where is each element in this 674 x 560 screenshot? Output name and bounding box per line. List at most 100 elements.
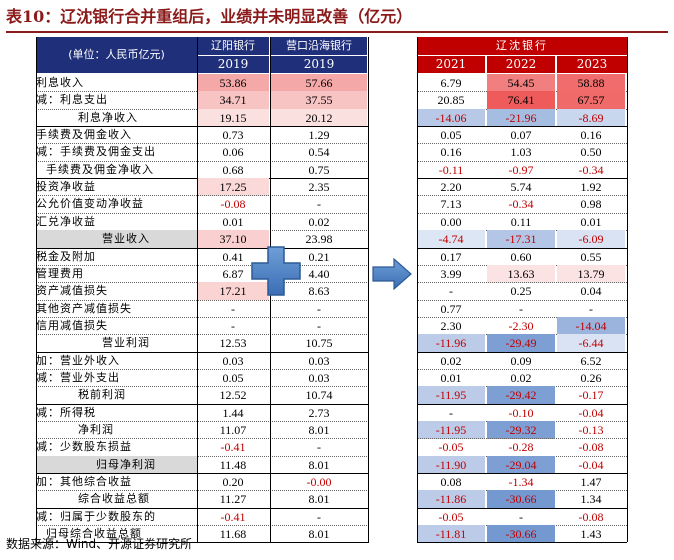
- table-bottom-border: [417, 542, 627, 544]
- value-cell: 1.34: [580, 492, 602, 507]
- value-cell: 12.53: [219, 336, 247, 351]
- value-cell: 0.03: [308, 353, 330, 368]
- row-shade: [36, 230, 197, 249]
- value-cell: -0.10: [508, 405, 534, 420]
- value-cell: 0.08: [440, 475, 462, 490]
- value-cell: 0.05: [222, 370, 244, 385]
- value-cell: -29.04: [487, 455, 555, 474]
- row-label: 资产减值损失: [36, 284, 108, 298]
- row-shade: [36, 455, 197, 474]
- value-cell: -11.90: [417, 455, 485, 474]
- row-divider: [417, 438, 627, 440]
- value-cell: -0.08: [578, 509, 604, 524]
- table-row: 减：归属于少数股东的 -0.41 - -0.05 - -0.08: [0, 508, 674, 526]
- value-cell: 5.74: [510, 180, 532, 195]
- value-cell: -: [317, 509, 321, 524]
- value-cell: 0.01: [580, 214, 602, 229]
- value-cell: 0.16: [580, 128, 602, 143]
- value-cell: 23.98: [305, 232, 333, 247]
- table-row: 税金及附加 0.41 0.21 0.17 0.60 0.55: [0, 248, 674, 266]
- value-cell: -: [449, 284, 453, 299]
- value-cell: -6.09: [557, 230, 625, 249]
- value-cell: 8.01: [308, 457, 330, 472]
- value-cell: -14.06: [417, 108, 485, 127]
- row-label: 减：手续费及佣金支出: [36, 145, 156, 159]
- group-divider: [417, 351, 627, 353]
- row-divider: [417, 282, 627, 284]
- column-separator: [36, 37, 37, 543]
- row-divider: [417, 212, 627, 214]
- value-cell: -: [231, 301, 235, 316]
- row-label: 利息净收入: [78, 110, 138, 124]
- value-cell: 11.48: [219, 457, 247, 472]
- column-separator: [486, 56, 487, 73]
- row-label: 加：其他综合收益: [36, 475, 132, 489]
- value-cell: -0.05: [438, 440, 464, 455]
- value-cell: 10.74: [305, 388, 333, 403]
- value-cell: -0.04: [578, 405, 604, 420]
- bank-header-liaoshen: 辽沈银行: [417, 37, 627, 55]
- row-divider: [36, 438, 369, 440]
- table-row: 减：少数股东损益 -0.41 - -0.05 -0.28 -0.08: [0, 438, 674, 456]
- value-cell: 6.52: [580, 353, 602, 368]
- value-cell: 20.85: [437, 93, 465, 108]
- table-row: 资产减值损失 17.21 8.63 - 0.25 0.04: [0, 282, 674, 301]
- value-cell: 0.02: [510, 370, 532, 385]
- row-label: 减：所得税: [36, 405, 96, 419]
- table-row: 营业收入 37.10 23.98 -4.74 -17.31 -6.09: [0, 230, 674, 249]
- value-cell: -29.49: [487, 334, 555, 353]
- table-row: 手续费及佣金净收入 0.68 0.75 -0.11 -0.97 -0.34: [0, 161, 674, 179]
- table-row: 税前利润 12.52 10.74 -11.95 -29.42 -0.17: [0, 386, 674, 405]
- value-cell: 1.29: [308, 128, 330, 143]
- value-cell: 8.01: [308, 423, 330, 437]
- value-cell: 6.87: [222, 266, 244, 281]
- group-divider: [36, 403, 369, 405]
- table-row: 减：营业外支出 0.05 0.03 0.01 0.02 0.26: [0, 369, 674, 387]
- value-cell: 12.52: [219, 388, 247, 403]
- row-label: 营业收入: [102, 232, 150, 246]
- row-label: 公允价值变动净收益: [36, 197, 144, 211]
- row-label: 加：营业外收入: [36, 353, 120, 367]
- row-divider: [36, 334, 369, 336]
- table-row: 公允价值变动净收益 -0.08 - 7.13 -0.34 0.98: [0, 195, 674, 213]
- group-divider: [36, 247, 369, 249]
- value-cell: 0.16: [440, 145, 462, 160]
- group-divider: [417, 247, 627, 249]
- value-cell: 0.73: [222, 128, 244, 143]
- row-label: 税金及附加: [36, 249, 96, 263]
- value-cell: 13.79: [557, 264, 625, 283]
- value-cell: 37.10: [197, 230, 269, 249]
- value-cell: 0.20: [222, 475, 244, 490]
- table-row: 手续费及佣金收入 0.73 1.29 0.05 0.07 0.16: [0, 126, 674, 144]
- plus-icon: [251, 246, 301, 296]
- table-row: 营业利润 12.53 10.75 -11.96 -29.49 -6.44: [0, 334, 674, 353]
- row-label: 减：营业外支出: [36, 370, 120, 384]
- value-cell: 1.44: [222, 405, 244, 420]
- row-label: 减：归属于少数股东的: [36, 509, 156, 523]
- row-label: 综合收益总额: [78, 492, 150, 506]
- group-divider: [417, 403, 627, 405]
- value-cell: -11.95: [417, 386, 485, 405]
- row-label: 减：少数股东损益: [36, 440, 132, 454]
- row-divider: [36, 264, 369, 266]
- value-cell: -11.86: [417, 490, 485, 509]
- value-cell: -1.34: [508, 475, 534, 490]
- row-label: 投资净收益: [36, 180, 96, 194]
- value-cell: -11.81: [417, 525, 485, 544]
- table-row: 综合收益总额 11.27 8.01 -11.86 -30.66 1.34: [0, 490, 674, 509]
- table-row: 归母净利润 11.48 8.01 -11.90 -29.04 -0.04: [0, 455, 674, 474]
- value-cell: 0.06: [222, 145, 244, 160]
- value-cell: 19.15: [197, 108, 269, 127]
- row-divider: [36, 143, 369, 145]
- value-cell: 2.73: [308, 405, 330, 420]
- row-divider: [36, 195, 369, 197]
- value-cell: 10.75: [305, 336, 333, 351]
- value-cell: 0.77: [440, 301, 462, 316]
- table-row: 利息净收入 19.15 20.12 -14.06 -21.96 -8.69: [0, 108, 674, 127]
- value-cell: 0.01: [440, 370, 462, 385]
- value-cell: 67.57: [557, 91, 625, 110]
- table-row: 加：营业外收入 0.03 0.03 0.02 0.09 6.52: [0, 352, 674, 370]
- value-cell: 0.05: [440, 128, 462, 143]
- row-divider: [417, 195, 627, 197]
- value-cell: 7.13: [440, 197, 462, 212]
